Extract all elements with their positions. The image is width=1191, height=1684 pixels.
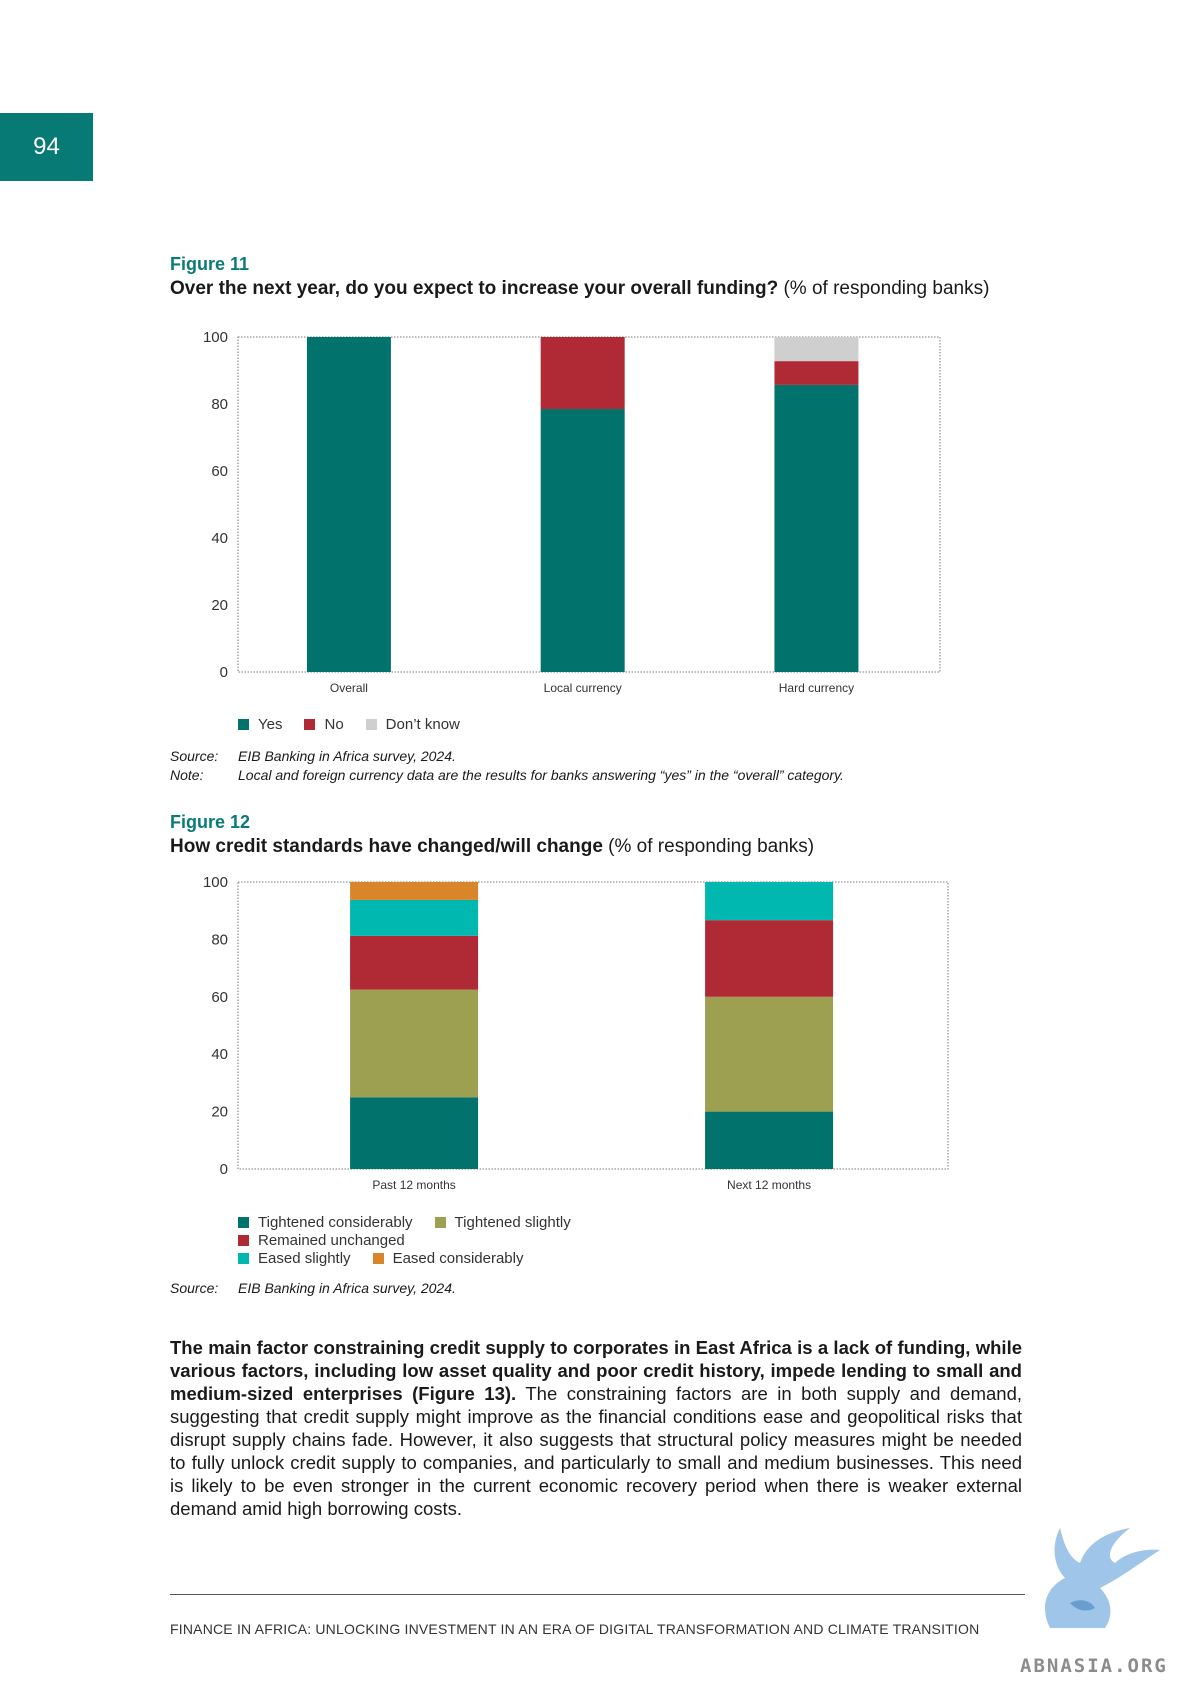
figure-12-title: How credit standards have changed/will c… xyxy=(170,836,814,858)
figure-12-svg: 0 20 40 60 80 100 Past 12 months Next 12 months xyxy=(203,874,949,1192)
y-tick-label: 20 xyxy=(211,1104,228,1121)
bar-segment-eased-slightly xyxy=(705,882,834,921)
figure-12-label: Figure 12 xyxy=(170,812,251,832)
legend-item: Don’t know xyxy=(365,716,460,733)
legend-label: Eased considerably xyxy=(392,1250,524,1267)
watermark-text: ABNASIA.ORG xyxy=(1020,1655,1168,1677)
legend-swatch xyxy=(238,1217,249,1228)
legend-item: Remained unchanged xyxy=(238,1232,405,1249)
x-tick-label: Local currency xyxy=(544,681,622,695)
legend-item: Yes xyxy=(238,716,282,733)
bar-segment-no xyxy=(774,361,859,385)
legend-swatch xyxy=(365,719,377,730)
legend-swatch xyxy=(434,1217,446,1228)
legend-item: Tightened considerably xyxy=(238,1214,413,1231)
y-tick-label: 100 xyxy=(203,874,228,891)
figure-12-source-note: Source: EIB Banking in Africa survey, 20… xyxy=(170,1280,456,1299)
figure-11-source-row: Source: EIB Banking in Africa survey, 20… xyxy=(170,748,844,764)
bar-segment-tightened-slightly xyxy=(705,996,834,1112)
y-tick-label: 0 xyxy=(220,1161,228,1178)
source-text: EIB Banking in Africa survey, 2024. xyxy=(238,1280,456,1296)
figure-11-title-unit: (% of responding banks) xyxy=(783,278,990,299)
legend-label: No xyxy=(324,716,344,733)
body-lead: The main factor constraining credit supp… xyxy=(170,1337,1022,1404)
figure-11-chart: 0 20 40 60 80 100 Overall Local currency Hard cu… xyxy=(0,0,1191,725)
y-tick-label: 80 xyxy=(211,931,228,948)
legend-swatch xyxy=(238,1235,249,1246)
legend-item: No xyxy=(304,716,344,733)
bar-segment-no xyxy=(540,337,625,410)
bar-segment-tightened-considerably xyxy=(705,1111,834,1169)
bar-segment-eased-considerably xyxy=(350,882,479,900)
bar-segment-tightened-slightly xyxy=(350,989,479,1098)
bar-segment-eased-slightly xyxy=(350,899,479,936)
figure-11-legend: Yes No Don’t know xyxy=(238,716,482,734)
legend-swatch xyxy=(304,719,316,730)
source-key: Source: xyxy=(170,748,219,764)
figure-11-svg: 0 20 40 60 80 100 Overall Local currency Hard cu… xyxy=(203,329,941,695)
legend-label: Remained unchanged xyxy=(258,1232,405,1249)
note-key: Note: xyxy=(170,767,204,783)
y-tick-label: 80 xyxy=(211,396,228,413)
figure-11-note-row: Note: Local and foreign currency data ar… xyxy=(170,767,844,783)
legend-label: Eased slightly xyxy=(258,1250,351,1267)
plot-frame xyxy=(237,881,949,1170)
y-tick-label: 0 xyxy=(220,664,228,681)
figure-12-chart: 0 20 40 60 80 100 Past 12 months Next 12 months xyxy=(203,874,949,1192)
figure-12-legend: Tightened considerably Tightened slightly… xyxy=(238,1214,738,1268)
legend-swatch xyxy=(238,719,249,730)
x-tick-label: Past 12 months xyxy=(372,1178,455,1192)
legend-swatch xyxy=(238,1253,249,1264)
legend-label: Yes xyxy=(258,716,283,733)
bar-segment-yes xyxy=(774,384,859,672)
source-text: EIB Banking in Africa survey, 2024. xyxy=(238,748,456,764)
source-key: Source: xyxy=(170,1280,219,1296)
footer-divider xyxy=(170,1594,1025,1595)
x-tick-label: Hard currency xyxy=(779,681,854,695)
bar-segment-don-t-know xyxy=(774,337,859,362)
bar-segment-yes xyxy=(540,409,625,672)
body-rest: The constraining factors are in both sup… xyxy=(170,1383,1023,1519)
y-tick-label: 100 xyxy=(203,329,228,346)
figure-12-title-main: How credit standards have changed/will c… xyxy=(170,836,603,857)
legend-label: Tightened slightly xyxy=(454,1214,571,1231)
x-tick-label: Overall xyxy=(330,681,368,695)
legend-item: Tightened slightly xyxy=(434,1214,571,1231)
figure-11-title: Over the next year, do you expect to inc… xyxy=(170,278,989,300)
legend-item: Eased slightly xyxy=(238,1250,351,1267)
bar-segment-remained-unchanged xyxy=(350,935,479,990)
note-text: Local and foreign currency data are the … xyxy=(238,767,844,783)
y-tick-label: 40 xyxy=(211,1046,228,1063)
y-tick-label: 20 xyxy=(211,597,228,614)
body-paragraph: The main factor constraining credit supp… xyxy=(170,1336,1022,1520)
figure-11-title-main: Over the next year, do you expect to inc… xyxy=(170,278,779,299)
y-tick-label: 60 xyxy=(211,989,228,1006)
page-number: 94 xyxy=(0,113,93,181)
x-tick-label: Next 12 months xyxy=(727,1178,811,1192)
y-tick-label: 40 xyxy=(211,530,228,547)
figure-11-label: Figure 11 xyxy=(170,254,250,274)
figure-12-source-row: Source: EIB Banking in Africa survey, 20… xyxy=(170,1280,456,1296)
figure-11-source-note: Source: EIB Banking in Africa survey, 20… xyxy=(170,748,844,786)
y-tick-label: 60 xyxy=(211,463,228,480)
bar-segment-remained-unchanged xyxy=(705,920,834,997)
bar-segment-yes xyxy=(306,337,391,672)
footer-text: FINANCE IN AFRICA: UNLOCKING INVESTMENT … xyxy=(170,1621,980,1637)
watermark-bird-logo xyxy=(1045,1528,1160,1628)
legend-swatch xyxy=(372,1253,384,1264)
legend-label: Tightened considerably xyxy=(258,1214,413,1231)
legend-item: Eased considerably xyxy=(372,1250,524,1267)
legend-label: Don’t know xyxy=(385,716,460,733)
figure-12-title-unit: (% of responding banks) xyxy=(608,836,815,857)
bar-segment-tightened-considerably xyxy=(350,1097,479,1169)
